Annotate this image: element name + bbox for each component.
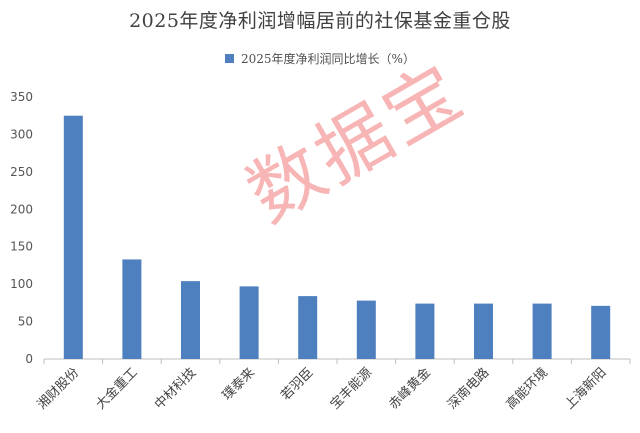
x-tick-label: 深南电路	[444, 365, 492, 413]
y-tick-label: 0	[25, 352, 33, 366]
bar	[181, 281, 200, 359]
bar	[122, 259, 142, 359]
y-tick-label: 100	[10, 277, 33, 291]
bar	[298, 296, 318, 359]
bar	[532, 303, 552, 359]
x-tick-label: 上海新阳	[561, 365, 609, 413]
y-tick-label: 300	[10, 127, 33, 141]
x-tick-label: 高能环境	[503, 365, 551, 413]
bar	[239, 286, 259, 359]
x-tick-label: 湘财股份	[35, 365, 82, 412]
legend: 2025年度净利润同比增长（%）	[0, 50, 640, 67]
x-tick-label: 大金重工	[93, 365, 141, 413]
bar	[63, 115, 83, 359]
x-tick-label: 若羽臣	[278, 365, 317, 404]
legend-swatch	[225, 54, 235, 63]
x-tick-label: 赤峰黄金	[386, 365, 434, 413]
y-tick-label: 250	[10, 165, 33, 179]
x-tick-label: 宝丰能源	[328, 365, 375, 412]
bar	[356, 300, 376, 359]
bar	[415, 303, 435, 359]
chart-title: 2025年度净利润增幅居前的社保基金重仓股	[129, 10, 511, 32]
bar	[591, 305, 611, 359]
x-tick-label: 中材科技	[152, 365, 199, 412]
y-tick-label: 200	[10, 202, 33, 216]
legend-label: 2025年度净利润同比增长（%）	[241, 52, 415, 66]
x-tick-label: 璞泰来	[220, 365, 258, 403]
y-tick-label: 350	[10, 90, 33, 104]
y-tick-label: 150	[10, 240, 33, 254]
bar	[474, 303, 493, 359]
y-tick-label: 50	[18, 315, 33, 329]
